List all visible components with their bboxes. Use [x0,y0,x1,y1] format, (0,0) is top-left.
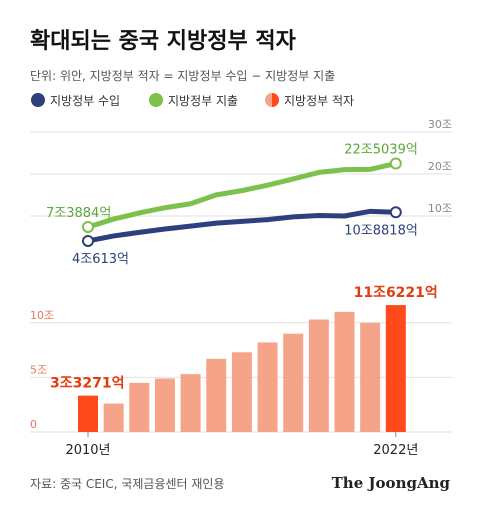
x-tick-label: 2022년 [373,443,418,458]
deficit-bar [78,395,98,432]
legend-label-expenditure: 지방정부 지출 [168,94,238,108]
line-y-tick-label: 30조 [428,118,452,131]
bar-y-tick-label: 5조 [30,363,47,376]
bar-chart: 0 5조 10조 3조3271억 11조6221억 2010년 2022년 [30,285,452,458]
line-chart: 10조 20조 30조 7조3884억 22조5039억 4조613억 10조8818억 [30,118,452,267]
legend-marker-deficit-half [272,93,279,107]
deficit-bar [283,333,304,432]
line-y-tick-label: 20조 [428,160,452,173]
deficit-bar [180,374,201,432]
source-note: 자료: 중국 CEIC, 국제금융센터 재인용 [30,477,225,491]
deficit-bar [257,342,278,432]
deficit-bar [334,311,355,432]
legend-label-revenue: 지방정부 수입 [50,94,120,108]
deficit-bar [129,382,150,432]
legend: 지방정부 수입 지방정부 지출 지방정부 적자 [31,93,354,108]
line-endpoint-marker [82,220,94,233]
bar-data-label: 3조3271억 [50,376,124,392]
line-data-label: 4조613억 [72,252,129,267]
deficit-bar [206,358,227,432]
deficit-bar [360,322,381,432]
deficit-bar [308,319,329,432]
x-tick-label: 2010년 [65,443,110,458]
brand-logo: The JoongAng [332,474,451,492]
line-endpoint-marker [389,157,402,170]
unit-note: 단위: 위안, 지방정부 적자 = 지방정부 수입 − 지방정부 지출 [30,69,335,83]
deficit-bar [385,305,406,432]
deficit-bar [103,403,124,432]
line-y-tick-label: 10조 [428,202,452,215]
chart-title: 확대되는 중국 지방정부 적자 [30,29,297,54]
line-endpoint-marker [82,234,94,247]
bar-y-tick-label: 10조 [30,309,54,322]
line-data-label: 10조8818억 [344,223,418,238]
line-data-label: 7조3884억 [46,206,111,221]
legend-marker-revenue [31,93,45,107]
deficit-bar [154,378,175,432]
bar-y-tick-label: 0 [30,418,37,431]
bar-data-label: 11조6221억 [354,285,438,301]
legend-marker-expenditure [149,93,163,107]
deficit-bar [231,352,252,432]
line-data-label: 22조5039억 [344,143,418,158]
legend-label-deficit: 지방정부 적자 [284,94,354,108]
line-endpoint-marker [389,206,402,219]
revenue-line [85,208,399,244]
expenditure-line [85,161,399,230]
